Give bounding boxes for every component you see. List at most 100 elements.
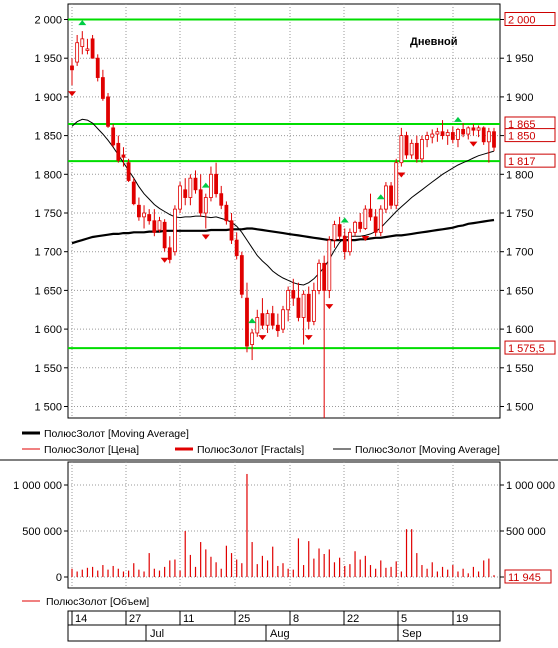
- candle-down: [291, 289, 296, 299]
- moving-average-long: [71, 218, 495, 245]
- candle-down: [152, 220, 157, 233]
- fractal-down-marker: [397, 172, 406, 178]
- candle-down: [322, 262, 327, 291]
- fractal-down-marker: [68, 91, 76, 97]
- candle-up: [378, 208, 383, 233]
- fractal-up-marker: [78, 20, 87, 26]
- level-tag-label: 2 000: [508, 15, 536, 27]
- candle-up: [384, 185, 388, 210]
- candle-down: [147, 214, 152, 222]
- candle-down: [450, 132, 455, 140]
- month-label: Sep: [402, 628, 422, 640]
- legend-label: ПолюсЗолот [Moving Average]: [44, 428, 189, 440]
- candle-down: [342, 235, 347, 253]
- price-tick-label-left: 1 800: [34, 169, 62, 181]
- price-tick-label-left: 1 650: [34, 285, 62, 297]
- candle-up: [363, 208, 368, 229]
- price-tick-label-left: 1 700: [34, 247, 62, 259]
- fractal-down-marker: [201, 234, 210, 240]
- fractal-down-marker: [361, 236, 370, 242]
- level-tag-box: [504, 153, 556, 168]
- candle-down: [131, 181, 136, 205]
- candle-down: [106, 96, 110, 127]
- candle-down: [373, 216, 378, 233]
- candle-down: [239, 255, 244, 295]
- fractal-up-marker: [340, 217, 349, 223]
- candle-up: [394, 162, 399, 206]
- candle-down: [481, 127, 486, 143]
- day-label: 19: [456, 613, 468, 625]
- candle-down: [162, 221, 167, 249]
- candle-down: [260, 313, 265, 326]
- candle-down: [245, 297, 249, 347]
- fractal-up-marker: [248, 318, 257, 324]
- price-tick-label-right: 1 950: [506, 53, 534, 65]
- candle-up: [286, 289, 291, 311]
- price-tick-label-right: 1 550: [506, 363, 534, 375]
- price-tick-label-left: 1 900: [34, 92, 62, 104]
- price-tick-label-right: 1 750: [506, 208, 534, 220]
- candle-down: [214, 173, 218, 195]
- candle-down: [219, 193, 224, 206]
- candle-up: [80, 38, 85, 47]
- candle-up: [188, 177, 193, 198]
- day-label: 5: [401, 613, 407, 625]
- candle-down: [414, 142, 419, 160]
- candle-down: [229, 220, 234, 241]
- fractal-up-marker: [201, 182, 210, 188]
- candle-up: [85, 48, 90, 51]
- level-tag-box: [504, 340, 556, 355]
- candle-up: [311, 289, 316, 322]
- price-tick-label-right: 1 900: [506, 92, 534, 104]
- fractal-down-marker: [160, 257, 169, 263]
- last-close-box: [504, 128, 556, 143]
- candle-down: [461, 129, 466, 135]
- candle-down: [70, 65, 74, 71]
- chart-title: Дневной: [410, 36, 458, 48]
- candle-up: [430, 133, 435, 138]
- price-tick-label-left: 2 000: [34, 15, 62, 27]
- candle-up: [399, 135, 404, 164]
- price-panel[interactable]: 1 500 1 500 1 550 1 550 1 600 1 600 1 650 1 650…: [34, 3, 556, 419]
- fractal-down-marker: [258, 335, 267, 341]
- candle-down: [306, 293, 311, 322]
- candle-down: [111, 127, 116, 146]
- candle-down: [440, 131, 445, 136]
- day-label: 22: [347, 613, 359, 625]
- price-tick-label-right: 1 700: [506, 247, 534, 259]
- volume-plot-frame: [67, 461, 501, 589]
- volume-tick-label-left: 0: [56, 572, 62, 584]
- day-label: 27: [129, 613, 141, 625]
- candle-up: [317, 262, 321, 291]
- candle-up: [332, 224, 337, 241]
- legend-label: ПолюсЗолот [Цена]: [44, 444, 139, 456]
- candle-up: [281, 309, 285, 330]
- candle-up: [173, 208, 177, 253]
- level-tag-label: 1 575,5: [508, 343, 545, 355]
- candle-down: [275, 324, 280, 332]
- candle-down: [296, 297, 301, 318]
- day-label: 8: [293, 613, 299, 625]
- volume-last-label: 11 945: [508, 572, 541, 584]
- candle-down: [90, 38, 95, 59]
- candle-up: [265, 313, 270, 326]
- month-label: Jul: [150, 628, 164, 640]
- price-tick-label-right: 1 600: [506, 324, 534, 336]
- candle-up: [420, 139, 424, 160]
- candle-down: [368, 208, 373, 218]
- candle-down: [137, 204, 141, 218]
- candle-up: [486, 131, 491, 143]
- candle-down: [404, 135, 409, 156]
- volume-legend: ПолюсЗолот [Объем]: [22, 596, 149, 608]
- day-label: 25: [238, 613, 250, 625]
- candle-down: [224, 204, 229, 222]
- candle-up: [445, 132, 450, 136]
- volume-tick-label-right: 1 000 000: [506, 480, 555, 492]
- price-tick-label-right: 1 800: [506, 169, 534, 181]
- legend-label: ПолюсЗолот [Fractals]: [197, 444, 304, 456]
- candle-down: [167, 247, 172, 260]
- level-tag-label: 1 865: [508, 119, 536, 131]
